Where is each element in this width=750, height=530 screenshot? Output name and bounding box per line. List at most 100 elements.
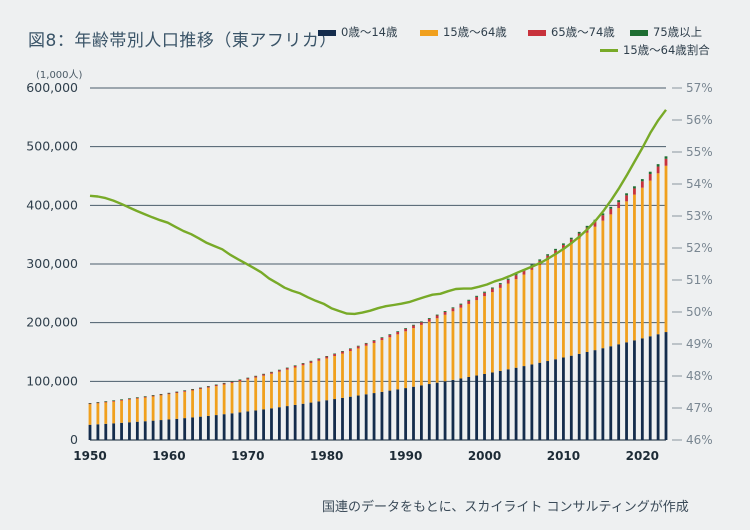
bar-age0-14 [435,382,439,440]
bar-age0-14 [325,400,329,440]
legend-item-age75: 75歳以上 [630,24,702,40]
bar-age0-14 [538,362,542,440]
bar-age0-14 [412,386,415,440]
bar-age75 [412,324,415,326]
bar-age65-74 [467,300,471,304]
bar-age0-14 [554,359,557,440]
bar-age65-74 [640,181,644,188]
bar-age75 [167,392,171,394]
bar-age65-74 [364,343,368,346]
bar-age65-74 [167,393,171,395]
bar-age0-14 [419,385,423,440]
bar-age75 [254,375,258,377]
bar-age75 [206,386,210,387]
bar-age0-14 [475,375,479,440]
bar-age0-14 [301,403,305,440]
bar-age15-64 [522,274,526,367]
bar-age15-64 [112,401,116,424]
bar-age15-64 [96,403,100,425]
bar-age15-64 [214,386,218,416]
bar-age15-64 [206,387,210,416]
bar-age75 [238,379,242,381]
y2-tick-label: 53% [686,209,713,223]
bar-age65-74 [285,368,289,370]
bar-age0-14 [206,415,210,440]
bar-age75 [459,303,463,305]
bar-age0-14 [514,367,518,440]
bar-age65-74 [277,370,281,372]
bar-age65-74 [301,363,305,366]
bar-age0-14 [238,412,242,440]
bar-age15-64 [104,402,108,424]
bar-age65-74 [419,322,423,325]
bar-age15-64 [120,400,123,423]
bar-age65-74 [396,331,400,335]
bar-age0-14 [348,396,352,440]
bar-age0-14 [530,364,534,440]
chart-title: 図8：年齢帯別人口推移（東アフリカ） [28,31,337,51]
bar-age15-64 [633,194,636,341]
bar-age75 [467,299,471,301]
bar-age65-74 [656,166,660,174]
bar-age65-74 [238,379,242,382]
bar-age0-14 [191,417,194,440]
bar-age0-14 [175,418,179,440]
bar-age75 [199,387,202,389]
bar-age75 [388,334,392,335]
bar-age75 [562,243,565,245]
bar-age65-74 [112,400,116,402]
bar-age75 [506,278,510,280]
bar-age15-64 [514,279,518,368]
bar-age15-64 [562,249,565,358]
source-note: 国連のデータをもとに、スカイライト コンサルティングが作成 [322,500,689,515]
bar-age65-74 [135,397,139,399]
bar-age75 [656,164,660,167]
bar-age75 [546,254,550,256]
legend-item-age0-14: 0歳～14歳 [318,24,397,40]
y2-tick-label: 55% [686,145,713,159]
bar-age75 [333,353,337,355]
bar-age15-64 [301,365,305,404]
bar-age15-64 [451,311,455,380]
bar-age75 [435,314,439,316]
x-tick-label: 1950 [73,449,106,463]
bar-age65-74 [404,328,408,332]
bar-age15-64 [617,207,621,345]
bar-age65-74 [254,376,258,378]
bar-age0-14 [199,416,202,440]
bar-age75 [396,331,400,332]
bar-age75 [625,193,628,196]
bar-age0-14 [309,402,313,440]
bar-age15-64 [664,165,668,333]
bar-age15-64 [625,201,628,343]
bar-age65-74 [435,315,439,319]
bar-age15-64 [191,390,194,418]
bar-age75 [569,237,573,240]
bar-age75 [601,213,605,216]
x-tick-label: 1990 [389,449,422,463]
bar-age0-14 [120,422,123,440]
bar-age15-64 [222,384,226,415]
bar-age75 [348,348,352,349]
bar-age15-64 [128,399,131,423]
bar-age0-14 [317,401,321,440]
bar-age65-74 [333,354,337,356]
bar-age15-64 [506,283,510,370]
bar-age15-64 [88,404,92,425]
bar-age0-14 [640,338,644,440]
bar-age65-74 [120,399,123,401]
bar-age0-14 [262,409,265,440]
bar-age75 [143,396,147,397]
bar-age65-74 [633,188,636,195]
y2-tick-label: 49% [686,337,713,351]
bar-age75 [175,391,179,393]
bar-age15-64 [435,318,439,383]
bar-age75 [475,295,479,297]
bar-age75 [112,400,116,401]
bar-age65-74 [222,383,226,385]
bar-age15-64 [483,296,486,374]
bar-age65-74 [617,202,621,208]
bar-age65-74 [191,389,194,391]
bar-age15-64 [135,398,139,422]
bar-age0-14 [609,346,613,440]
